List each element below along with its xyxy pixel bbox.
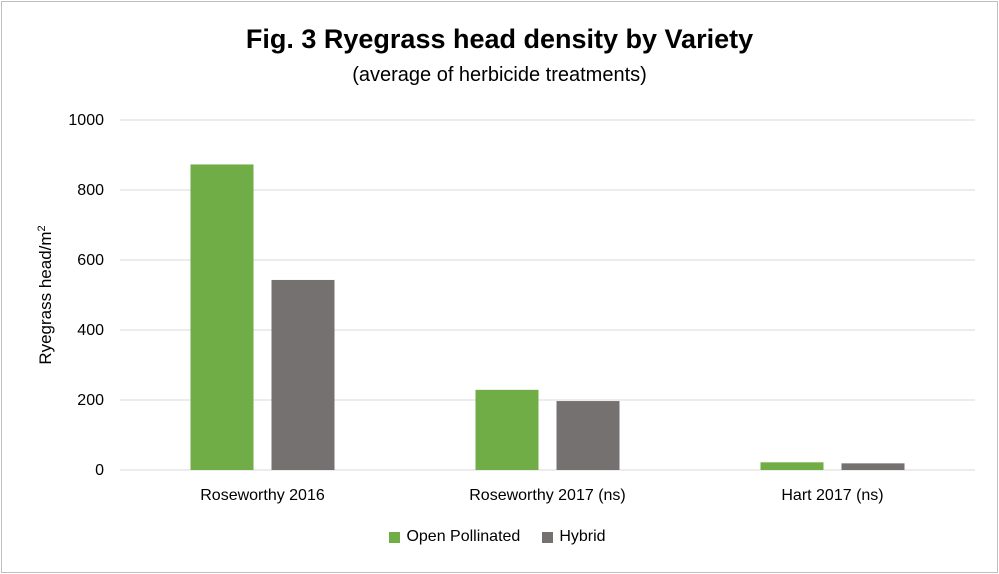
legend-item-hybrid: Hybrid bbox=[542, 528, 606, 546]
x-category-label: Roseworthy 2016 bbox=[200, 487, 325, 504]
x-category-label: Roseworthy 2017 (ns) bbox=[469, 487, 626, 504]
bar-open-pollinated bbox=[475, 389, 539, 470]
legend-swatch-hybrid bbox=[542, 531, 554, 543]
y-tick-label: 800 bbox=[77, 182, 104, 199]
chart-legend: Open Pollinated Hybrid bbox=[0, 528, 995, 546]
chart-title: Fig. 3 Ryegrass head density by Variety bbox=[245, 24, 754, 54]
bar-open-pollinated bbox=[760, 462, 824, 470]
y-tick-label: 1000 bbox=[68, 112, 104, 129]
y-tick-label: 600 bbox=[77, 252, 104, 269]
bar-open-pollinated bbox=[190, 164, 254, 470]
legend-swatch-open-pollinated bbox=[389, 531, 401, 543]
y-axis-label-superscript: 2 bbox=[36, 225, 48, 231]
x-category-label: Hart 2017 (ns) bbox=[781, 487, 883, 504]
bar-hybrid bbox=[556, 401, 620, 470]
y-tick-label: 400 bbox=[77, 322, 104, 339]
legend-item-open-pollinated: Open Pollinated bbox=[389, 528, 520, 546]
y-tick-label: 0 bbox=[95, 462, 104, 479]
y-tick-label: 200 bbox=[77, 392, 104, 409]
legend-label-hybrid: Hybrid bbox=[559, 528, 606, 545]
chart-subtitle: (average of herbicide treatments) bbox=[352, 64, 647, 86]
bar-hybrid bbox=[841, 463, 905, 470]
legend-label-open-pollinated: Open Pollinated bbox=[406, 528, 521, 545]
y-axis-label: Ryegrass head/m2 bbox=[36, 225, 55, 364]
bar-hybrid bbox=[271, 279, 335, 470]
